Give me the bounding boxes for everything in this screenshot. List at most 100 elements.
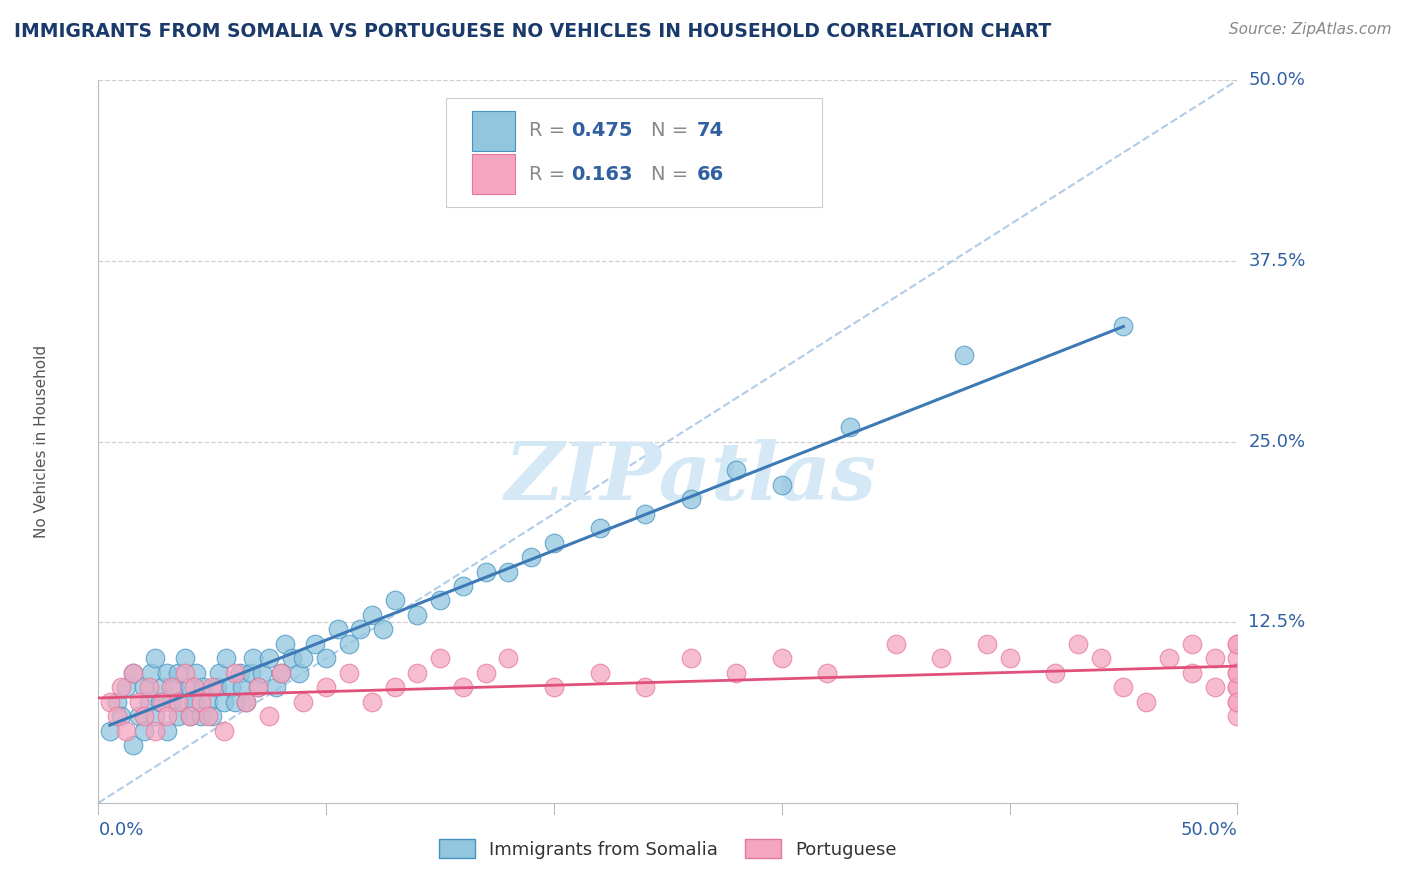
Immigrants from Somalia [326, 623, 349, 637]
Immigrants from Somalia [281, 651, 304, 665]
Immigrants from Somalia [474, 565, 496, 579]
Immigrants from Somalia [172, 695, 194, 709]
Portuguese [337, 665, 360, 680]
Portuguese [121, 665, 143, 680]
Portuguese [183, 680, 205, 694]
Portuguese [110, 680, 132, 694]
Immigrants from Somalia [156, 723, 179, 738]
Immigrants from Somalia [252, 665, 274, 680]
Immigrants from Somalia [205, 680, 228, 694]
Immigrants from Somalia [110, 709, 132, 723]
Portuguese [815, 665, 838, 680]
Text: Source: ZipAtlas.com: Source: ZipAtlas.com [1229, 22, 1392, 37]
Text: No Vehicles in Household: No Vehicles in Household [34, 345, 49, 538]
Portuguese [179, 709, 201, 723]
Portuguese [98, 695, 121, 709]
Immigrants from Somalia [498, 565, 520, 579]
Portuguese [1226, 665, 1249, 680]
Immigrants from Somalia [270, 665, 292, 680]
Portuguese [270, 665, 292, 680]
Portuguese [315, 680, 337, 694]
Portuguese [1157, 651, 1180, 665]
Portuguese [224, 665, 246, 680]
Portuguese [105, 709, 128, 723]
Portuguese [1226, 680, 1249, 694]
Immigrants from Somalia [190, 709, 212, 723]
Immigrants from Somalia [114, 680, 136, 694]
Portuguese [884, 637, 907, 651]
Immigrants from Somalia [839, 420, 862, 434]
Portuguese [543, 680, 565, 694]
Immigrants from Somalia [174, 651, 197, 665]
Portuguese [292, 695, 315, 709]
Immigrants from Somalia [224, 695, 246, 709]
Immigrants from Somalia [186, 665, 208, 680]
Portuguese [770, 651, 793, 665]
FancyBboxPatch shape [446, 98, 821, 207]
Immigrants from Somalia [292, 651, 315, 665]
Portuguese [150, 695, 173, 709]
Immigrants from Somalia [228, 665, 250, 680]
Immigrants from Somalia [274, 637, 297, 651]
Portuguese [1112, 680, 1135, 694]
Portuguese [1226, 651, 1249, 665]
Text: 0.0%: 0.0% [98, 821, 143, 838]
Portuguese [1181, 665, 1204, 680]
Portuguese [384, 680, 406, 694]
Portuguese [976, 637, 998, 651]
Immigrants from Somalia [337, 637, 360, 651]
Portuguese [1043, 665, 1066, 680]
Immigrants from Somalia [235, 695, 257, 709]
Text: 50.0%: 50.0% [1249, 71, 1305, 89]
Immigrants from Somalia [156, 665, 179, 680]
Portuguese [167, 695, 190, 709]
Immigrants from Somalia [1112, 318, 1135, 333]
Portuguese [634, 680, 657, 694]
Immigrants from Somalia [149, 695, 172, 709]
Portuguese [1204, 680, 1226, 694]
Immigrants from Somalia [240, 665, 263, 680]
Portuguese [212, 723, 235, 738]
Portuguese [474, 665, 496, 680]
Immigrants from Somalia [543, 535, 565, 549]
Portuguese [160, 680, 183, 694]
Portuguese [259, 709, 281, 723]
Portuguese [128, 695, 150, 709]
Portuguese [360, 695, 382, 709]
Text: 66: 66 [696, 165, 724, 184]
Immigrants from Somalia [183, 695, 205, 709]
Immigrants from Somalia [725, 463, 748, 477]
Legend: Immigrants from Somalia, Portuguese: Immigrants from Somalia, Portuguese [432, 832, 904, 866]
Immigrants from Somalia [179, 680, 201, 694]
Immigrants from Somalia [132, 723, 155, 738]
Immigrants from Somalia [259, 651, 281, 665]
Portuguese [1226, 695, 1249, 709]
Immigrants from Somalia [138, 695, 160, 709]
Portuguese [132, 709, 155, 723]
Immigrants from Somalia [304, 637, 326, 651]
Portuguese [725, 665, 748, 680]
Immigrants from Somalia [953, 348, 976, 362]
Portuguese [429, 651, 451, 665]
Immigrants from Somalia [105, 695, 128, 709]
Text: 12.5%: 12.5% [1249, 613, 1306, 632]
Text: N =: N = [651, 165, 695, 184]
Portuguese [1135, 695, 1157, 709]
Portuguese [235, 695, 257, 709]
Text: 74: 74 [696, 121, 724, 140]
Immigrants from Somalia [132, 680, 155, 694]
Text: 0.475: 0.475 [571, 121, 633, 140]
Portuguese [1226, 695, 1249, 709]
Portuguese [1226, 680, 1249, 694]
Immigrants from Somalia [121, 738, 143, 752]
Portuguese [929, 651, 952, 665]
Immigrants from Somalia [215, 651, 238, 665]
Immigrants from Somalia [231, 680, 253, 694]
Immigrants from Somalia [429, 593, 451, 607]
Portuguese [156, 709, 179, 723]
Portuguese [174, 665, 197, 680]
Portuguese [197, 709, 219, 723]
Portuguese [1226, 709, 1249, 723]
Immigrants from Somalia [167, 709, 190, 723]
Text: ZIPatlas: ZIPatlas [505, 439, 877, 516]
